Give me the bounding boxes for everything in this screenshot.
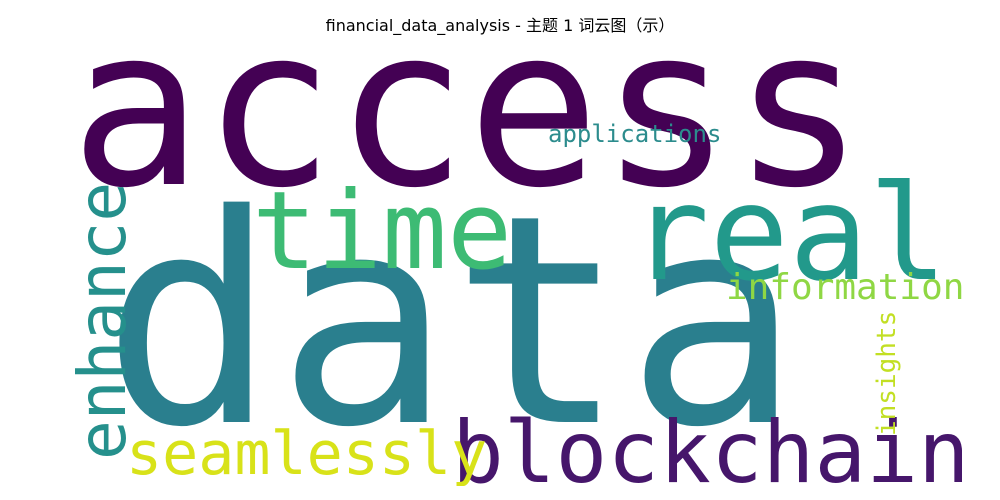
word-data: data [102, 154, 801, 486]
word-real: real [630, 157, 948, 311]
word-cloud: access data time real blockchain seamles… [62, 38, 962, 486]
word-access: access [70, 38, 865, 236]
word-blockchain: blockchain [452, 403, 962, 486]
word-seamlessly: seamlessly [126, 419, 488, 486]
word-time: time [252, 169, 513, 294]
word-enhance: enhance [64, 181, 141, 460]
word-insights: insights [872, 310, 902, 436]
figure-title: financial_data_analysis - 主题 1 词云图（示） [325, 16, 675, 35]
word-information: information [726, 267, 962, 308]
word-applications: applications [548, 120, 722, 148]
